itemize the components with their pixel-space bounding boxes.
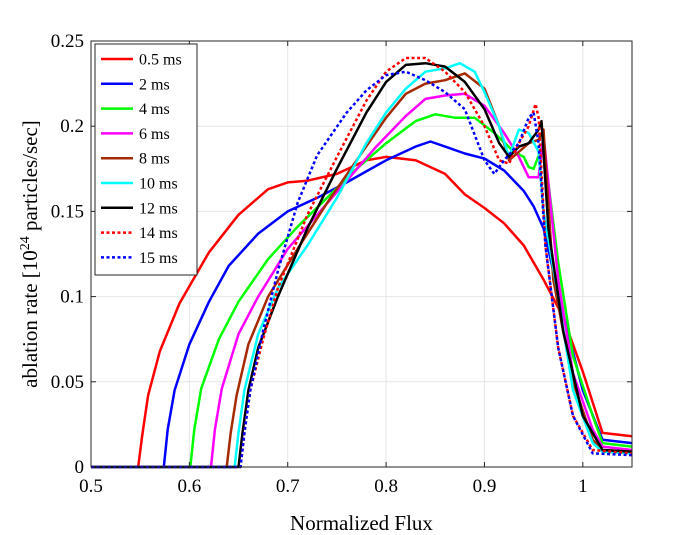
ticks: 0.5 0.6 0.7 0.8 0.9 1 0 0.05 0.1 0.15 0.2 0.25 bbox=[51, 31, 632, 497]
x-axis-title: Normalized Flux bbox=[290, 511, 433, 535]
legend-box bbox=[94, 43, 198, 276]
legend: 0.5 ms 2 ms 4 ms 6 ms 8 ms 10 ms 12 ms 14 ms 15 … bbox=[94, 43, 198, 276]
y-axis-title-exponent: 24 bbox=[18, 236, 33, 250]
legend-label: 0.5 ms bbox=[139, 52, 182, 69]
y-axis-title: ablation rate [1024 particles/sec] bbox=[18, 120, 42, 388]
x-tick-label: 0.7 bbox=[276, 476, 300, 497]
x-tick-label: 0.5 bbox=[79, 476, 103, 497]
y-axis-title-main: ablation rate [10 bbox=[18, 250, 42, 388]
series-line-14-ms bbox=[91, 56, 633, 469]
legend-label: 12 ms bbox=[139, 200, 178, 217]
legend-label: 8 ms bbox=[139, 151, 170, 168]
legend-label: 2 ms bbox=[139, 76, 170, 93]
legend-label: 15 ms bbox=[139, 250, 178, 267]
y-tick-label: 0.2 bbox=[60, 116, 84, 137]
y-tick-label: 0.25 bbox=[51, 31, 84, 52]
x-tick-label: 0.9 bbox=[473, 476, 497, 497]
series-line-15-ms bbox=[91, 70, 633, 469]
legend-label: 6 ms bbox=[139, 126, 170, 143]
y-tick-label: 0.05 bbox=[51, 372, 84, 393]
x-tick-label: 0.8 bbox=[374, 476, 398, 497]
x-tick-label: 1 bbox=[578, 476, 588, 497]
series-line-4-ms bbox=[91, 113, 633, 469]
plot-frame bbox=[90, 40, 633, 468]
y-tick-label: 0 bbox=[75, 457, 85, 478]
legend-label: 4 ms bbox=[139, 101, 170, 118]
series-layer bbox=[91, 56, 633, 469]
legend-label: 10 ms bbox=[139, 176, 178, 193]
y-tick-label: 0.1 bbox=[60, 287, 84, 308]
series-line-12-ms bbox=[91, 61, 633, 469]
legend-label: 14 ms bbox=[139, 225, 178, 242]
x-tick-label: 0.6 bbox=[177, 476, 201, 497]
y-axis-title-suffix: particles/sec] bbox=[18, 120, 42, 236]
y-tick-label: 0.15 bbox=[51, 201, 84, 222]
series-line-6-ms bbox=[91, 92, 633, 469]
